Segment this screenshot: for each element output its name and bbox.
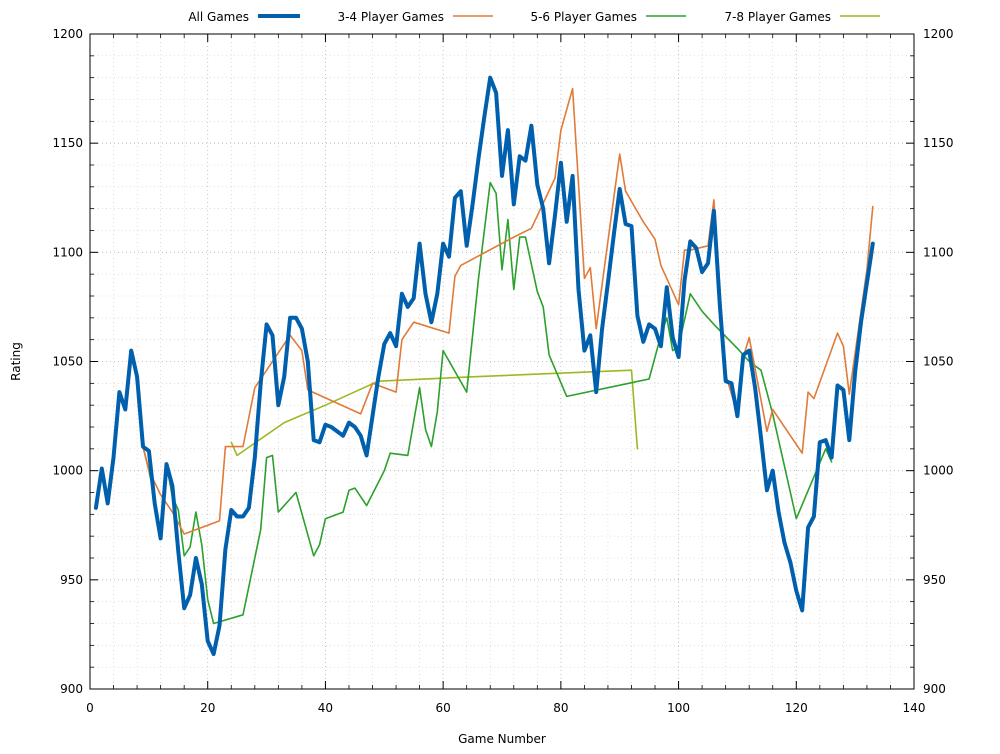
x-axis-label: Game Number <box>458 732 546 746</box>
x-tick-label: 0 <box>86 701 94 715</box>
y-tick-label-left: 1200 <box>52 27 83 41</box>
y-tick-label-right: 1100 <box>923 245 954 259</box>
x-tick-label: 40 <box>318 701 333 715</box>
minor-ticks <box>90 34 914 689</box>
legend-entry: 3-4 Player Games <box>337 10 493 24</box>
y-tick-label-left: 950 <box>60 573 83 587</box>
y-tick-label-left: 1150 <box>52 136 83 150</box>
legend-label: 3-4 Player Games <box>337 10 444 24</box>
x-tick-label: 100 <box>667 701 690 715</box>
series-line-all-games <box>93 75 875 657</box>
series-layer <box>93 75 875 657</box>
y-tick-label-left: 1100 <box>52 245 83 259</box>
y-tick-label-right: 1200 <box>923 27 954 41</box>
series-line-3-4-player-games <box>95 87 874 535</box>
legend-entry: 5-6 Player Games <box>530 10 686 24</box>
series-line-7-8-player-games <box>230 369 639 457</box>
y-tick-label-right: 1050 <box>923 355 954 369</box>
legend-label: 5-6 Player Games <box>530 10 637 24</box>
y-tick-label-left: 1000 <box>52 464 83 478</box>
legend-label: 7-8 Player Games <box>724 10 831 24</box>
grid <box>90 34 914 689</box>
x-tick-label: 60 <box>436 701 451 715</box>
x-tick-label: 20 <box>200 701 215 715</box>
series-line-5-6-player-games <box>95 181 833 625</box>
y-tick-label-right: 1000 <box>923 464 954 478</box>
legend-entry: 7-8 Player Games <box>724 10 880 24</box>
major-ticks <box>89 33 915 690</box>
legend-entry: All Games <box>188 10 300 24</box>
y-tick-label-right: 950 <box>923 573 946 587</box>
x-tick-label: 120 <box>785 701 808 715</box>
y-axis-label: Rating <box>9 342 23 381</box>
y-tick-label-right: 900 <box>923 682 946 696</box>
legend: All Games 3-4 Player Games 5-6 Player Game… <box>188 10 880 24</box>
y-tick-label-left: 900 <box>60 682 83 696</box>
y-tick-label-right: 1150 <box>923 136 954 150</box>
y-tick-label-left: 1050 <box>52 355 83 369</box>
x-tick-label: 80 <box>553 701 568 715</box>
x-tick-label: 140 <box>903 701 926 715</box>
legend-label: All Games <box>188 10 249 24</box>
